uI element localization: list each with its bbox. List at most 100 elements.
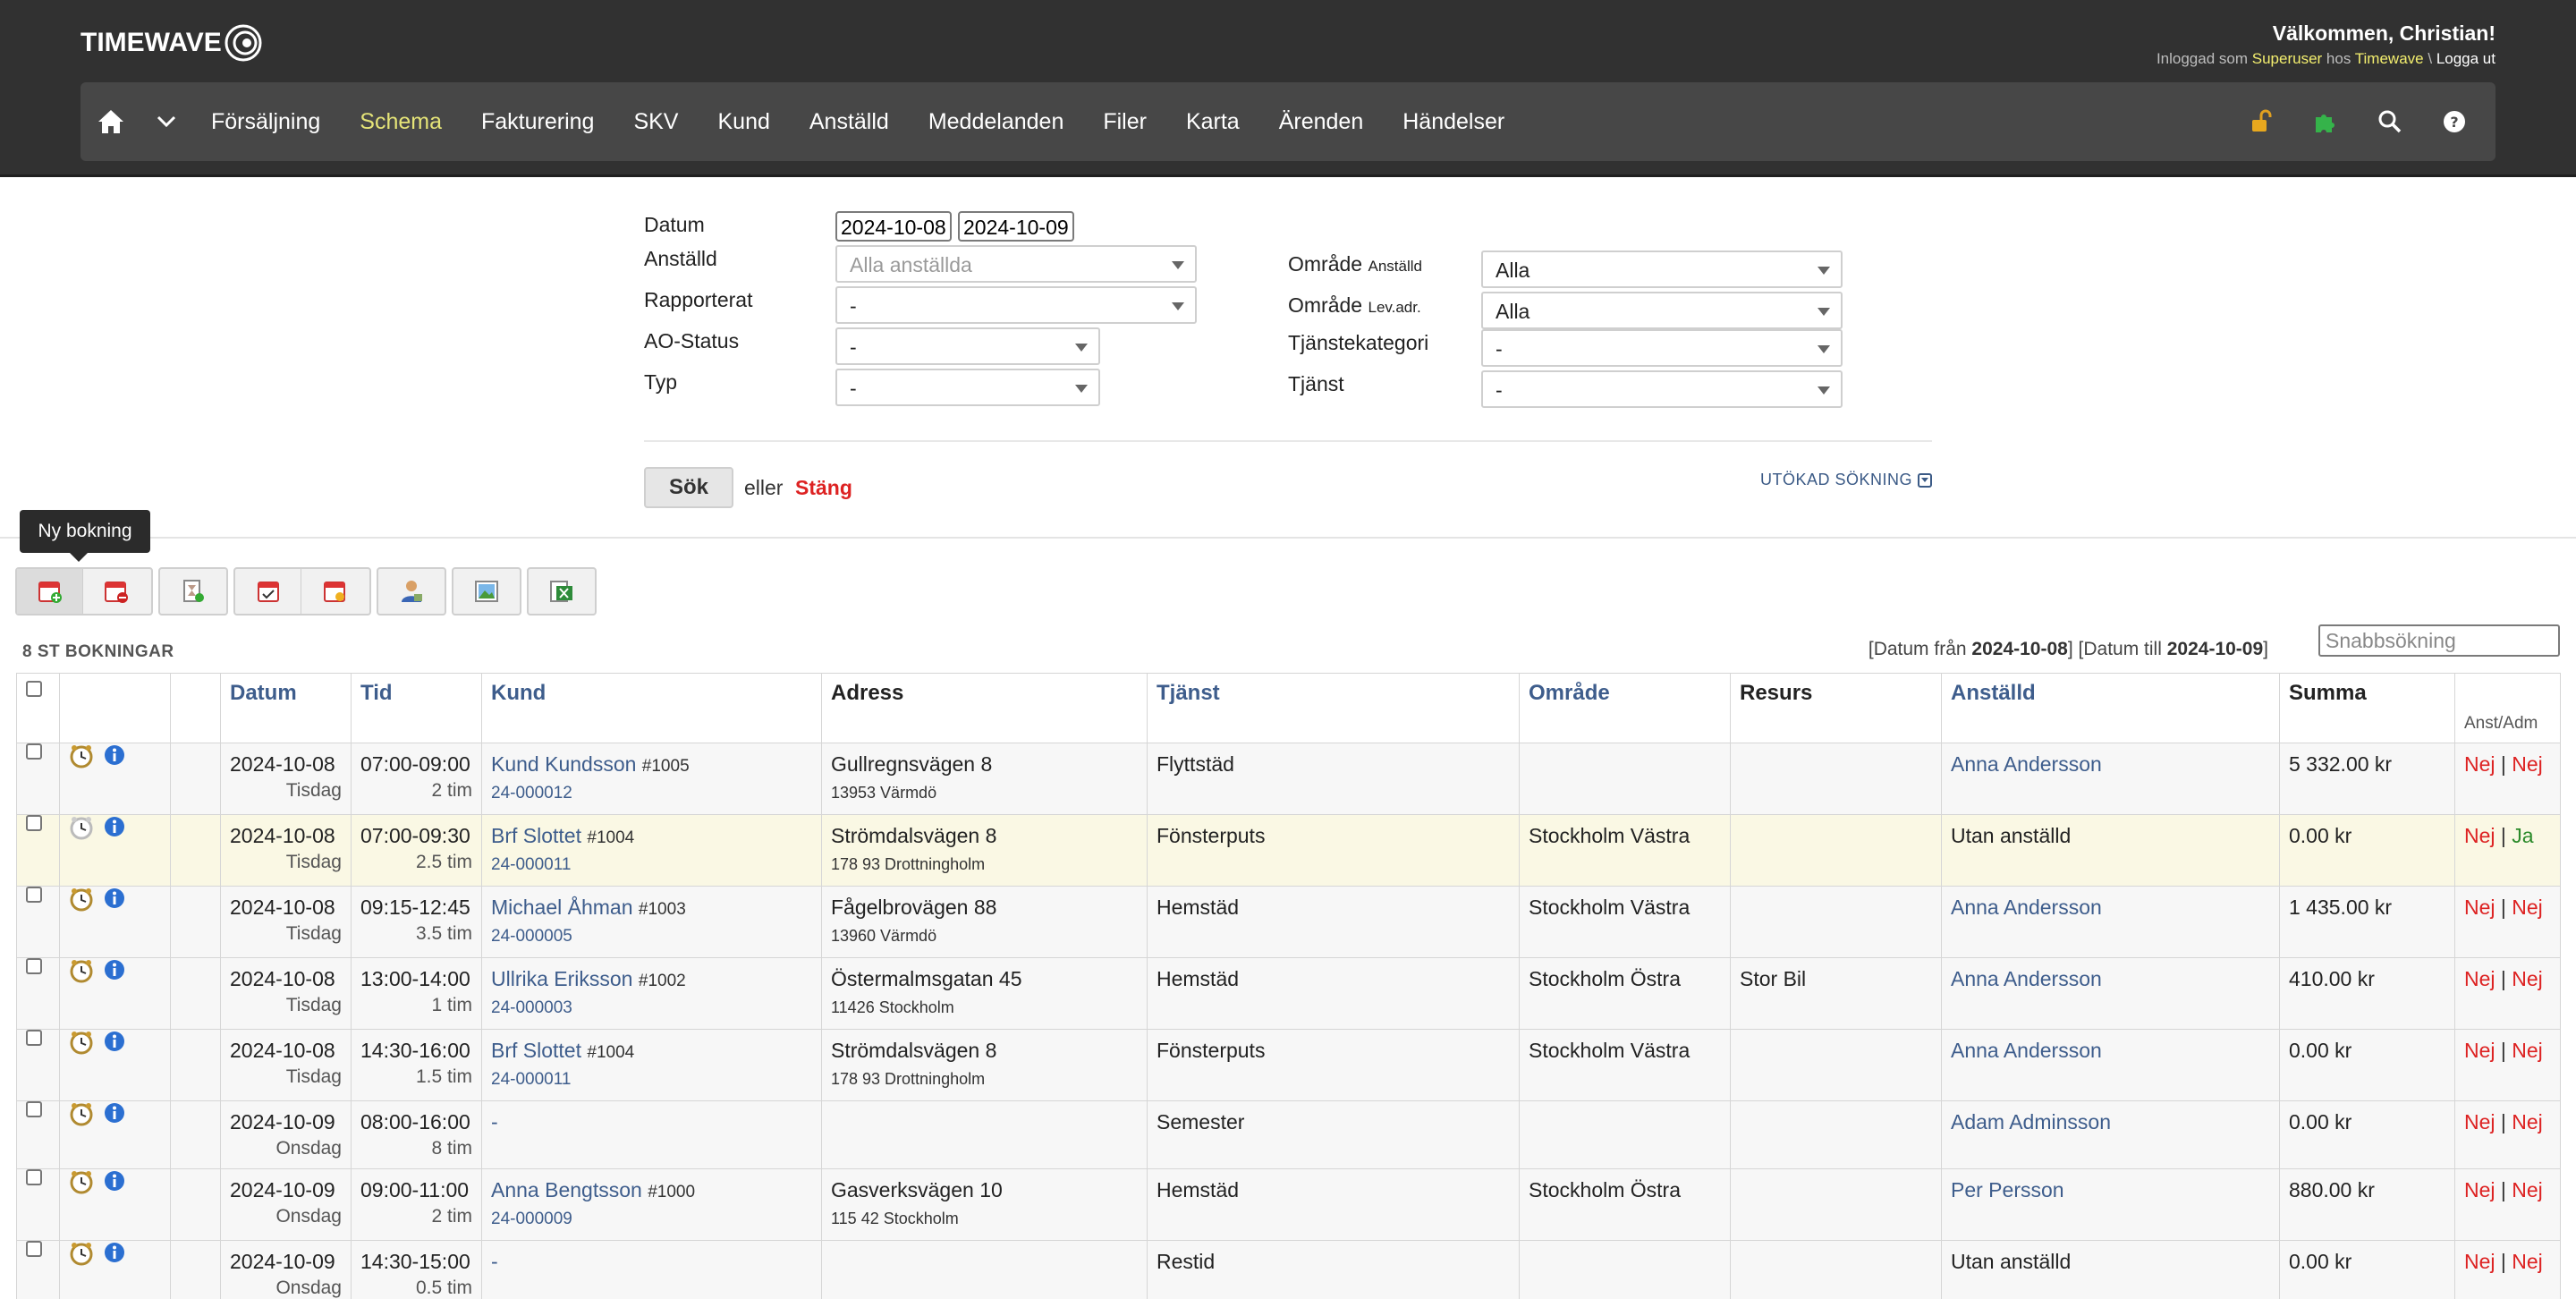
extended-search-link[interactable]: UTÖKAD SÖKNING — [1760, 471, 1933, 489]
row-employee[interactable]: Adam Adminsson — [1951, 1110, 2111, 1133]
nav-dropdown-button[interactable] — [141, 82, 191, 161]
info-icon[interactable] — [103, 959, 126, 988]
order-number-link[interactable]: 24-000009 — [491, 1210, 572, 1228]
info-icon[interactable] — [103, 1242, 126, 1270]
addons-button[interactable] — [2293, 82, 2358, 161]
adm-status[interactable]: Nej — [2512, 1178, 2543, 1201]
image-button[interactable] — [453, 569, 520, 614]
row-checkbox[interactable] — [26, 887, 42, 903]
user-role-link[interactable]: Superuser — [2251, 50, 2323, 67]
clock-icon[interactable] — [69, 1242, 94, 1272]
quick-search-input[interactable]: Snabbsökning — [2318, 624, 2560, 657]
row-checkbox[interactable] — [26, 1241, 42, 1257]
anst-status[interactable]: Nej — [2464, 1039, 2496, 1062]
header-kund[interactable]: Kund — [481, 673, 822, 743]
date-from-input[interactable]: 2024-10-08 — [835, 211, 952, 242]
tjanstekategori-select[interactable]: - — [1481, 329, 1843, 367]
row-checkbox[interactable] — [26, 1101, 42, 1117]
row-employee[interactable]: Anna Andersson — [1951, 967, 2102, 990]
typ-select[interactable]: - — [835, 369, 1100, 406]
clock-icon[interactable] — [69, 959, 94, 989]
order-number-link[interactable]: 24-000005 — [491, 927, 572, 946]
clock-icon[interactable] — [69, 887, 94, 918]
anst-status[interactable]: Nej — [2464, 1250, 2496, 1273]
row-employee[interactable]: Anna Andersson — [1951, 1039, 2102, 1062]
row-checkbox[interactable] — [26, 1169, 42, 1185]
close-link[interactable]: Stäng — [795, 476, 852, 499]
adm-status[interactable]: Nej — [2512, 1250, 2543, 1273]
ao-status-select[interactable]: - — [835, 327, 1100, 365]
nav-skv[interactable]: SKV — [633, 109, 679, 134]
customer-link[interactable]: Michael Åhman — [491, 896, 633, 919]
help-button[interactable]: ? — [2422, 82, 2487, 161]
omrade-levadr-select[interactable]: Alla — [1481, 292, 1843, 329]
row-checkbox[interactable] — [26, 1030, 42, 1046]
info-icon[interactable] — [103, 816, 126, 845]
header-datum[interactable]: Datum — [220, 673, 352, 743]
anst-status[interactable]: Nej — [2464, 967, 2496, 990]
row-employee[interactable]: Anna Andersson — [1951, 752, 2102, 776]
export-excel-button[interactable] — [529, 569, 595, 614]
anst-status[interactable]: Nej — [2464, 1178, 2496, 1201]
row-checkbox[interactable] — [26, 958, 42, 974]
tjanst-select[interactable]: - — [1481, 370, 1843, 408]
clock-icon[interactable] — [69, 1170, 94, 1201]
customer-link[interactable]: Anna Bengtsson — [491, 1178, 642, 1201]
anst-status[interactable]: Nej — [2464, 1110, 2496, 1133]
nav-kund[interactable]: Kund — [717, 109, 770, 134]
table-row[interactable]: 2024-10-08 Tisdag 14:30-16:00 1.5 tim Br… — [16, 1029, 2561, 1101]
customer-link[interactable]: - — [491, 1250, 498, 1273]
row-employee[interactable]: Utan anställd — [1951, 1250, 2072, 1273]
info-icon[interactable] — [103, 1031, 126, 1059]
row-employee[interactable]: Per Persson — [1951, 1178, 2064, 1201]
date-to-input[interactable]: 2024-10-09 — [958, 211, 1074, 242]
nav-schema[interactable]: Schema — [360, 109, 442, 134]
new-booking-button[interactable] — [17, 569, 83, 614]
adm-status[interactable]: Nej — [2512, 1110, 2543, 1133]
nav-fakturering[interactable]: Fakturering — [481, 109, 595, 134]
nav-handelser[interactable]: Händelser — [1402, 109, 1505, 134]
adm-status[interactable]: Ja — [2512, 824, 2534, 847]
row-checkbox[interactable] — [26, 815, 42, 831]
rapporterat-select[interactable]: - — [835, 286, 1197, 324]
table-row[interactable]: 2024-10-09 Onsdag 08:00-16:00 8 tim - Se… — [16, 1100, 2561, 1169]
home-button[interactable] — [80, 82, 141, 161]
order-number-link[interactable]: 24-000011 — [491, 855, 572, 874]
row-employee[interactable]: Utan anställd — [1951, 824, 2072, 847]
order-number-link[interactable]: 24-000011 — [491, 1070, 572, 1089]
anst-status[interactable]: Nej — [2464, 896, 2496, 919]
clock-icon[interactable] — [69, 1031, 94, 1061]
header-omrade[interactable]: Område — [1519, 673, 1731, 743]
nav-filer[interactable]: Filer — [1103, 109, 1147, 134]
anst-status[interactable]: Nej — [2464, 752, 2496, 776]
search-button[interactable] — [2358, 82, 2422, 161]
clock-icon[interactable] — [69, 816, 94, 846]
row-employee[interactable]: Anna Andersson — [1951, 896, 2102, 919]
adm-status[interactable]: Nej — [2512, 967, 2543, 990]
table-row[interactable]: 2024-10-09 Onsdag 14:30-15:00 0.5 tim - … — [16, 1240, 2561, 1299]
nav-arenden[interactable]: Ärenden — [1278, 109, 1364, 134]
table-row[interactable]: 2024-10-08 Tisdag 13:00-14:00 1 tim Ullr… — [16, 957, 2561, 1030]
adm-status[interactable]: Nej — [2512, 752, 2543, 776]
logout-link[interactable]: Logga ut — [2436, 50, 2496, 67]
order-number-link[interactable]: 24-000012 — [491, 784, 572, 802]
info-icon[interactable] — [103, 1170, 126, 1199]
customer-link[interactable]: Brf Slottet — [491, 1039, 581, 1062]
customer-link[interactable]: Kund Kundsson — [491, 752, 637, 776]
calendar-view-button[interactable] — [235, 569, 301, 614]
customer-link[interactable]: Brf Slottet — [491, 824, 581, 847]
anst-status[interactable]: Nej — [2464, 824, 2496, 847]
adm-status[interactable]: Nej — [2512, 896, 2543, 919]
table-row[interactable]: 2024-10-08 Tisdag 07:00-09:00 2 tim Kund… — [16, 743, 2561, 815]
customer-link[interactable]: - — [491, 1110, 498, 1133]
lock-button[interactable] — [2229, 82, 2293, 161]
adm-status[interactable]: Nej — [2512, 1039, 2543, 1062]
clock-icon[interactable] — [69, 744, 94, 775]
nav-forsaljning[interactable]: Försäljning — [211, 109, 321, 134]
calendar-edit-button[interactable] — [301, 569, 368, 614]
info-icon[interactable] — [103, 887, 126, 916]
table-row[interactable]: 2024-10-08 Tisdag 09:15-12:45 3.5 tim Mi… — [16, 886, 2561, 958]
select-all-checkbox[interactable] — [26, 681, 42, 697]
assign-employee-button[interactable] — [378, 569, 445, 614]
nav-karta[interactable]: Karta — [1185, 109, 1240, 134]
